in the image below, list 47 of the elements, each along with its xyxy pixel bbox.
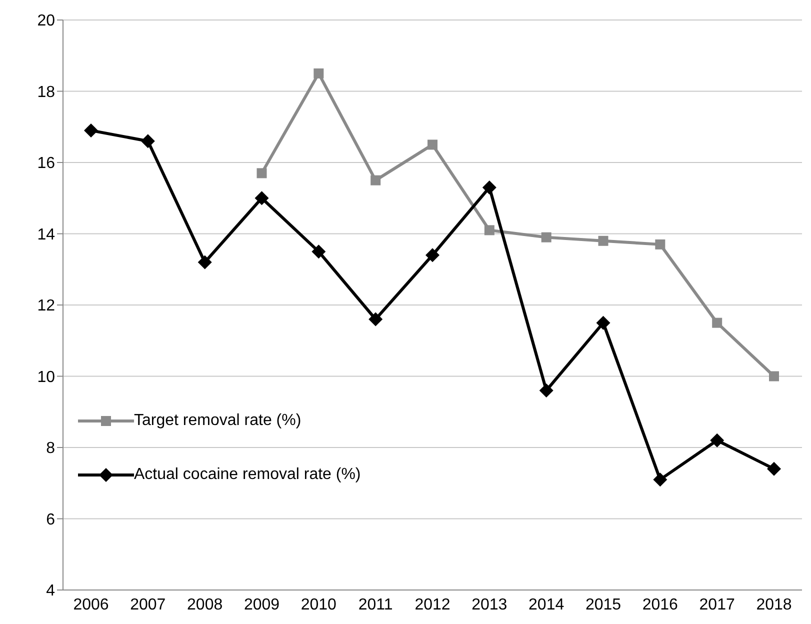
y-tick-label: 10 (37, 368, 56, 386)
y-tick-label: 16 (37, 155, 56, 172)
point (484, 225, 494, 236)
y-tick-label: 20 (37, 12, 56, 30)
point (710, 433, 724, 448)
point (653, 472, 668, 487)
point (598, 236, 608, 246)
point (370, 175, 381, 186)
x-tick-label: 2012 (414, 596, 450, 614)
x-tick-label: 2017 (699, 596, 735, 614)
y-tick-label: 14 (37, 226, 56, 244)
x-tick-label: 2018 (756, 596, 792, 614)
point (769, 371, 779, 382)
point (256, 168, 267, 178)
y-tick-label: 4 (46, 582, 56, 600)
point (84, 123, 98, 138)
y-tick-label: 18 (37, 84, 56, 101)
legend-label: Actual cocaine removal rate (%) (134, 466, 361, 484)
x-tick-label: 2011 (358, 596, 393, 614)
x-tick-label: 2007 (130, 596, 166, 614)
x-tick-label: 2013 (472, 596, 508, 614)
point (314, 68, 324, 78)
y-tick-label: 12 (37, 298, 56, 315)
y-tick-label: 6 (46, 511, 56, 528)
point (541, 232, 552, 242)
x-tick-label: 2016 (642, 596, 678, 614)
legend-label: Target removal rate (%) (134, 412, 302, 430)
x-tick-label: 2006 (73, 596, 109, 614)
point (539, 384, 554, 398)
x-tick-label: 2014 (528, 596, 564, 614)
point (596, 316, 610, 330)
point (140, 134, 155, 148)
point (368, 312, 383, 326)
x-tick-label: 2009 (244, 596, 280, 614)
point (482, 180, 496, 194)
point (312, 244, 326, 259)
x-tick-label: 2015 (585, 596, 622, 614)
point (254, 191, 269, 206)
point (712, 318, 722, 328)
point (655, 239, 666, 250)
y-tick-label: 8 (46, 440, 56, 458)
point (767, 462, 781, 476)
point (426, 248, 440, 262)
x-tick-label: 2008 (187, 596, 223, 614)
point (428, 140, 438, 150)
point (198, 255, 212, 270)
x-tick-label: 2010 (300, 596, 337, 614)
